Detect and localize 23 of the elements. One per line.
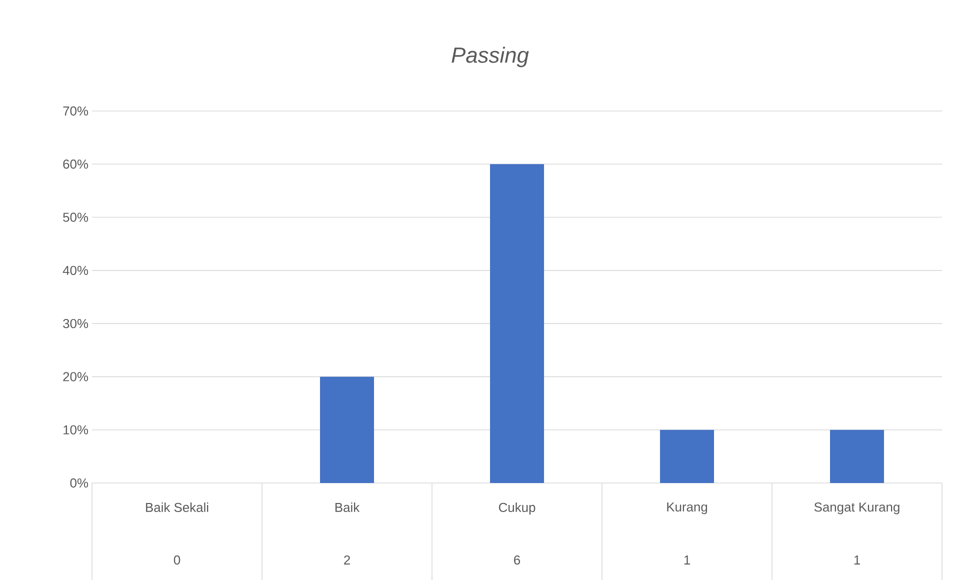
y-tick-label: 0% bbox=[70, 478, 88, 488]
y-tick-label: 40% bbox=[62, 266, 88, 275]
bar bbox=[320, 376, 374, 483]
y-tick-label: 30% bbox=[63, 318, 88, 328]
text: 6 bbox=[514, 555, 520, 565]
text: 1 bbox=[854, 556, 860, 564]
bar bbox=[660, 430, 714, 483]
text: 0 bbox=[174, 555, 180, 565]
x-tick-label: Sangat Kurang bbox=[814, 502, 900, 514]
text: 2 bbox=[344, 555, 350, 565]
y-tick-label: 60% bbox=[63, 160, 88, 169]
bar bbox=[830, 430, 884, 483]
x-tick-label: Baik bbox=[335, 502, 360, 512]
x-tick-label: Cukup bbox=[498, 502, 536, 515]
x-tick-label: Kurang bbox=[667, 502, 708, 514]
x-tick-label: Baik Sekali bbox=[146, 502, 208, 512]
y-tick-label: 50% bbox=[63, 212, 88, 222]
y-tick-label: 10% bbox=[64, 425, 88, 434]
y-tick-label: 70% bbox=[63, 106, 88, 116]
text: 1 bbox=[684, 556, 690, 564]
y-tick-label: 20% bbox=[63, 372, 88, 382]
chart-title: Passing bbox=[452, 46, 529, 68]
bar bbox=[490, 164, 544, 483]
